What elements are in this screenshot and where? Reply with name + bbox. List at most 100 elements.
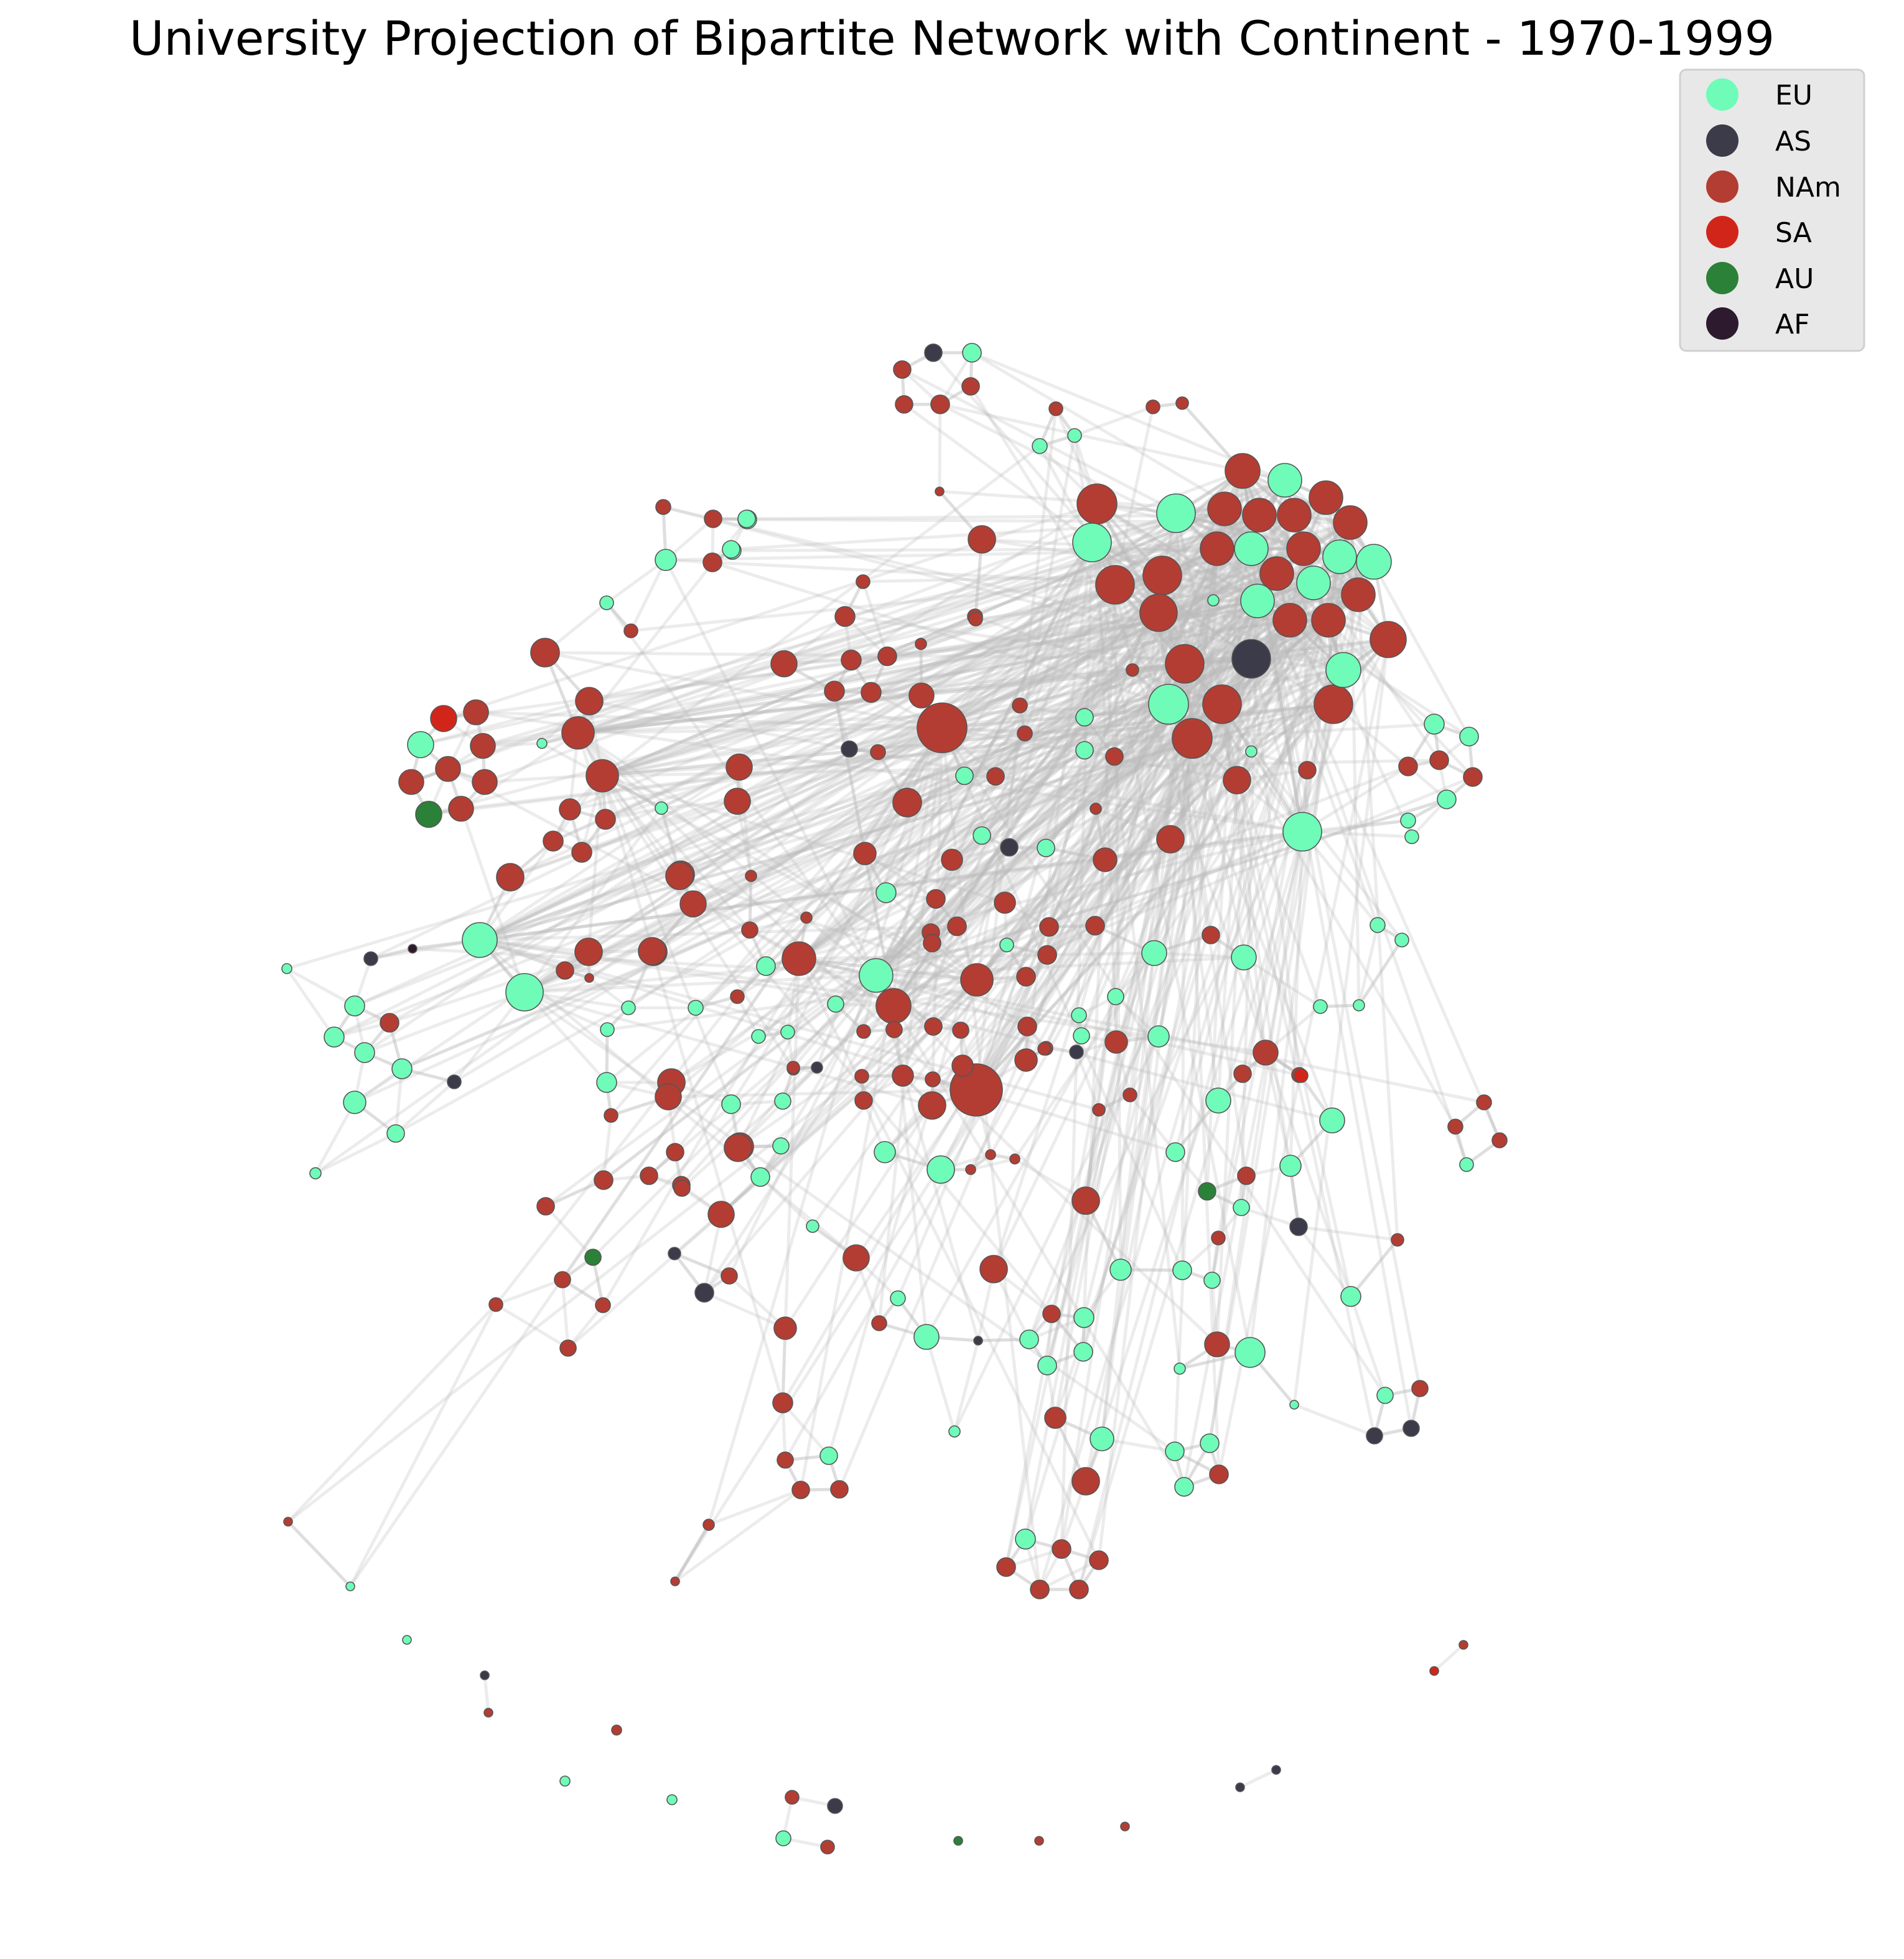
network-edge xyxy=(1180,663,1187,1271)
network-edge xyxy=(479,702,1169,942)
network-edge xyxy=(864,852,937,901)
university-node-au xyxy=(584,1249,602,1266)
legend-marker-sa xyxy=(1706,216,1738,248)
university-node-nam xyxy=(1014,1048,1038,1072)
network-edge xyxy=(1094,756,1116,809)
network-edge xyxy=(728,1275,786,1329)
network-edge xyxy=(1241,470,1414,838)
network-edge xyxy=(475,710,943,730)
university-node-nam xyxy=(820,1840,835,1854)
university-node-nam xyxy=(1172,718,1213,759)
network-edge xyxy=(1241,1206,1299,1229)
university-node-eu xyxy=(926,1155,955,1184)
network-edge xyxy=(541,599,1258,745)
university-node-eu xyxy=(1322,539,1357,574)
university-node-nam xyxy=(1030,1580,1050,1599)
network-edge xyxy=(1241,470,1304,832)
network-edge xyxy=(1045,600,1259,1366)
legend-marker-as xyxy=(1706,124,1738,157)
university-node-eu xyxy=(1172,1260,1192,1280)
network-edge xyxy=(1045,600,1259,956)
university-node-nam xyxy=(604,1108,618,1123)
network-edge xyxy=(333,547,1305,1039)
network-edge xyxy=(1113,584,1122,1270)
network-edge xyxy=(737,766,753,877)
network-edge xyxy=(478,765,740,942)
network-edge xyxy=(1077,522,1352,1590)
network-edge xyxy=(749,916,807,932)
network-edge xyxy=(630,555,1340,633)
network-edge xyxy=(941,726,1193,740)
university-node-nam xyxy=(773,1316,797,1340)
network-edge xyxy=(1091,507,1225,544)
university-node-nam xyxy=(1311,603,1346,638)
university-node-eu xyxy=(343,1091,366,1114)
university-node-nam xyxy=(1491,1132,1508,1148)
network-edge xyxy=(892,750,1253,1008)
university-node-nam xyxy=(559,1339,577,1357)
network-edge xyxy=(920,583,1116,646)
legend-item-as: AS xyxy=(1706,124,1811,157)
university-node-eu xyxy=(1325,652,1361,688)
network-edge xyxy=(561,727,944,1281)
network-edge xyxy=(885,581,1315,895)
chart-title: University Projection of Bipartite Netwo… xyxy=(129,11,1775,66)
network-edge xyxy=(663,505,1252,661)
university-node-nam xyxy=(1333,505,1368,540)
network-edge xyxy=(1241,470,1413,1429)
university-node-eu xyxy=(756,956,776,976)
university-node-as xyxy=(1000,838,1019,857)
network-edge xyxy=(577,726,943,735)
university-node-nam xyxy=(1286,531,1321,566)
network-edge xyxy=(552,583,1116,843)
network-edge xyxy=(975,600,1259,981)
university-node-eu xyxy=(1174,1477,1194,1497)
network-edge xyxy=(1091,541,1218,551)
network-edge xyxy=(765,830,1303,968)
network-edge xyxy=(1091,541,1345,672)
university-node-nam xyxy=(994,891,1016,914)
university-node-nam xyxy=(561,716,595,750)
university-node-eu xyxy=(875,882,897,903)
network-edge xyxy=(523,807,663,993)
network-edge xyxy=(353,702,1223,1104)
network-edge xyxy=(953,593,1360,1433)
university-node-nam xyxy=(1122,1087,1137,1102)
network-edge xyxy=(875,798,1447,977)
university-node-nam xyxy=(1458,1640,1468,1650)
network-edge xyxy=(874,974,1186,1488)
university-node-nam xyxy=(1017,725,1033,742)
network-edge xyxy=(577,513,1295,735)
university-node-eu xyxy=(737,510,756,528)
network-edge xyxy=(707,727,944,1525)
network-edge xyxy=(1350,1239,1399,1298)
university-node-nam xyxy=(556,961,574,980)
network-edge xyxy=(588,521,1351,980)
university-node-nam xyxy=(1253,1040,1279,1066)
network-edge xyxy=(680,547,1253,1186)
university-node-nam xyxy=(594,1170,614,1190)
university-node-nam xyxy=(655,1083,682,1110)
network-edge xyxy=(1241,470,1304,832)
network-edge xyxy=(1100,548,1219,1440)
network-edge xyxy=(874,574,1164,977)
network-edge xyxy=(1239,600,1259,1208)
network-edge xyxy=(1191,668,1345,740)
university-node-nam xyxy=(935,486,945,496)
network-edge xyxy=(838,704,1170,1490)
node-layer xyxy=(281,343,1508,1854)
network-edge xyxy=(693,638,1389,906)
network-edge xyxy=(1294,1403,1375,1438)
network-edge xyxy=(860,574,1164,1077)
network-edge xyxy=(1019,662,1185,707)
network-edge xyxy=(479,924,958,942)
university-node-nam xyxy=(472,769,498,795)
network-edge xyxy=(602,507,1225,778)
university-node-nam xyxy=(1233,1064,1252,1083)
university-node-eu xyxy=(1148,684,1189,725)
network-edge xyxy=(974,703,1224,1091)
network-edge xyxy=(798,951,1155,961)
university-node-eu xyxy=(1073,1027,1090,1045)
university-node-eu xyxy=(827,995,844,1013)
